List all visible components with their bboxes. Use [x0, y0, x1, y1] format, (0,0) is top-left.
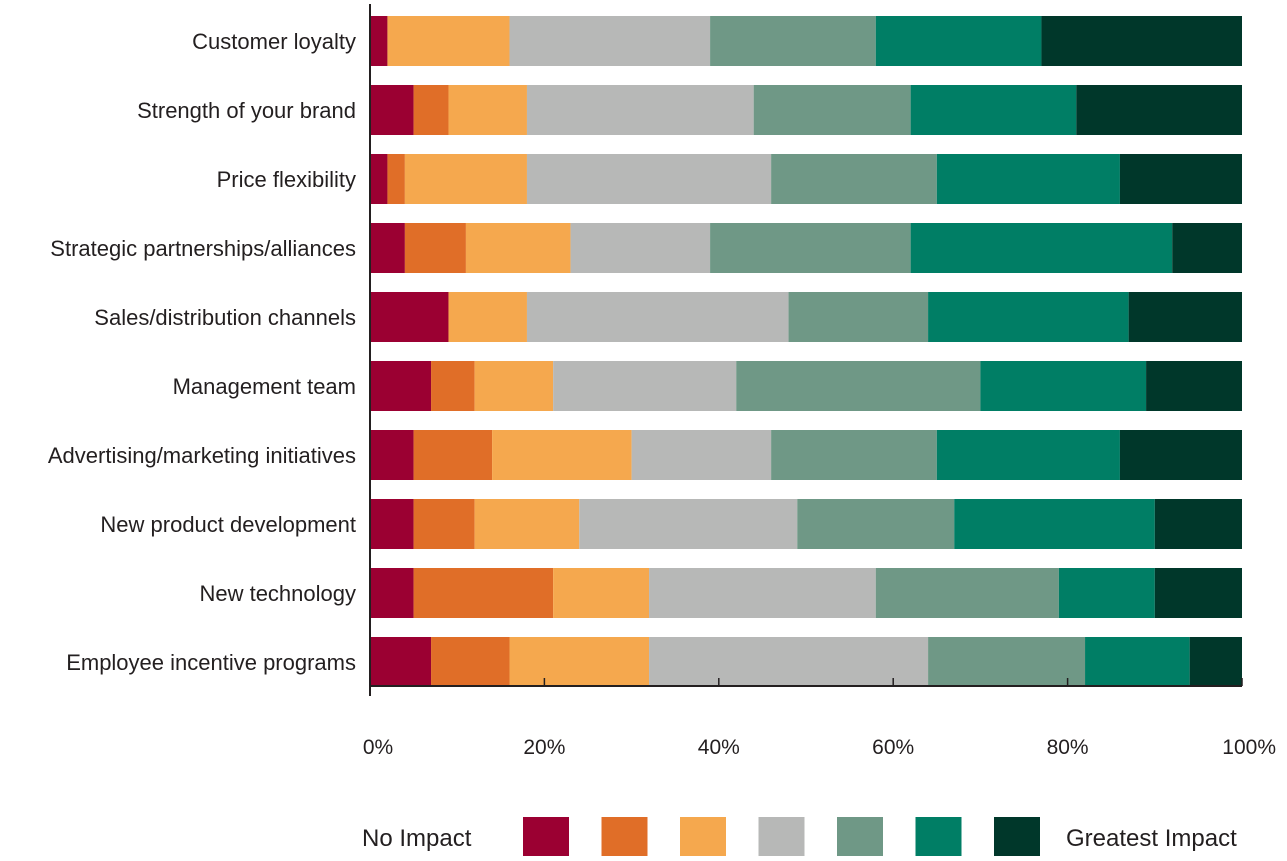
x-axis: 0% 20% 40% 60% 80% 100%: [363, 4, 1276, 759]
bar-segment-employee-incentive-programs-level-5: [928, 637, 1086, 687]
bar-segment-sales-distribution-channels-level-6: [928, 292, 1129, 342]
bars-layer: [370, 16, 1242, 687]
bar-segment-strength-of-your-brand-level-1: [370, 85, 414, 135]
bar-segment-customer-loyalty-level-1: [370, 16, 388, 66]
bar-segment-new-technology-level-5: [875, 568, 1059, 618]
category-labels: Customer loyalty Strength of your brand Pr…: [48, 29, 356, 675]
bar-segment-strength-of-your-brand-level-6: [910, 85, 1077, 135]
bar-segment-customer-loyalty-level-4: [509, 16, 711, 66]
bar-segment-price-flexibility-level-5: [771, 154, 937, 204]
bar-segment-new-technology-level-3: [553, 568, 650, 618]
bar-segment-price-flexibility-level-6: [936, 154, 1120, 204]
category-label-management-team: Management team: [173, 374, 356, 399]
x-tick-label: 100%: [1222, 736, 1276, 759]
bar-segment-advertising-marketing-initiatives-level-6: [936, 430, 1120, 480]
bar-segment-sales-distribution-channels-level-5: [788, 292, 929, 342]
legend-swatch-level-1: [523, 817, 569, 857]
bar-segment-new-product-development-level-1: [370, 499, 414, 549]
bar-segment-new-product-development-level-3: [474, 499, 580, 549]
bar-segment-new-technology-level-1: [370, 568, 414, 618]
category-label-employee-incentive-programs: Employee incentive programs: [66, 650, 356, 675]
bar-segment-price-flexibility-level-2: [387, 154, 405, 204]
bar-segment-sales-distribution-channels-level-7: [1128, 292, 1242, 342]
category-label-advertising-marketing-initiatives: Advertising/marketing initiatives: [48, 443, 356, 468]
bar-segment-strength-of-your-brand-level-4: [526, 85, 754, 135]
bar-segment-strategic-partnerships-alliances-level-1: [370, 223, 405, 273]
bar-segment-price-flexibility-level-4: [526, 154, 772, 204]
bar-segment-price-flexibility-level-7: [1119, 154, 1242, 204]
legend-swatch-level-3: [680, 817, 726, 857]
bar-segment-advertising-marketing-initiatives-level-4: [631, 430, 772, 480]
bar-segment-strategic-partnerships-alliances-level-6: [910, 223, 1173, 273]
bar-segment-price-flexibility-level-3: [404, 154, 527, 204]
bar-segment-customer-loyalty-level-7: [1041, 16, 1242, 66]
bar-segment-advertising-marketing-initiatives-level-2: [413, 430, 493, 480]
bar-segment-new-product-development-level-6: [954, 499, 1155, 549]
bar-segment-advertising-marketing-initiatives-level-3: [492, 430, 632, 480]
category-label-strength-of-your-brand: Strength of your brand: [137, 98, 356, 123]
legend-swatch-level-7: [994, 817, 1040, 857]
bar-segment-employee-incentive-programs-level-6: [1085, 637, 1190, 687]
x-tick-label: 20%: [523, 736, 565, 759]
legend-swatch-level-5: [837, 817, 883, 857]
bar-segment-strength-of-your-brand-level-5: [753, 85, 911, 135]
category-label-new-technology: New technology: [199, 581, 356, 606]
bar-segment-management-team-level-3: [474, 361, 554, 411]
x-tick-label: 0%: [363, 736, 393, 759]
category-label-strategic-partnerships-alliances: Strategic partnerships/alliances: [50, 236, 356, 261]
bar-segment-management-team-level-4: [553, 361, 737, 411]
bar-segment-employee-incentive-programs-level-1: [370, 637, 432, 687]
legend-swatch-level-2: [601, 817, 648, 857]
bar-segment-customer-loyalty-level-3: [387, 16, 510, 66]
bar-segment-strength-of-your-brand-level-7: [1076, 85, 1242, 135]
bar-segment-management-team-level-6: [980, 361, 1147, 411]
category-label-sales-distribution-channels: Sales/distribution channels: [94, 305, 356, 330]
x-tick-label: 60%: [872, 736, 914, 759]
bar-segment-management-team-level-1: [370, 361, 432, 411]
category-label-new-product-development: New product development: [100, 512, 356, 537]
bar-segment-advertising-marketing-initiatives-level-7: [1119, 430, 1242, 480]
bar-segment-sales-distribution-channels-level-3: [448, 292, 527, 342]
bar-segment-strategic-partnerships-alliances-level-2: [404, 223, 466, 273]
bar-segment-customer-loyalty-level-6: [875, 16, 1042, 66]
bar-segment-new-technology-level-6: [1058, 568, 1155, 618]
bar-segment-advertising-marketing-initiatives-level-1: [370, 430, 414, 480]
bar-segment-management-team-level-5: [736, 361, 981, 411]
legend-swatch-level-4: [758, 817, 805, 857]
bar-segment-new-product-development-level-7: [1154, 499, 1242, 549]
bar-segment-employee-incentive-programs-level-2: [431, 637, 510, 687]
bar-segment-strength-of-your-brand-level-2: [413, 85, 449, 135]
bar-segment-employee-incentive-programs-level-3: [509, 637, 650, 687]
bar-segment-price-flexibility-level-1: [370, 154, 388, 204]
bar-segment-sales-distribution-channels-level-4: [526, 292, 789, 342]
legend-swatch-level-6: [915, 817, 962, 857]
bar-segment-strategic-partnerships-alliances-level-5: [710, 223, 911, 273]
bar-segment-strategic-partnerships-alliances-level-3: [465, 223, 571, 273]
bar-segment-management-team-level-7: [1146, 361, 1242, 411]
bar-segment-employee-incentive-programs-level-7: [1189, 637, 1242, 687]
bar-segment-customer-loyalty-level-5: [710, 16, 876, 66]
bar-segment-sales-distribution-channels-level-1: [370, 292, 449, 342]
bar-segment-new-technology-level-7: [1154, 568, 1242, 618]
legend-high-label: Greatest Impact: [1066, 825, 1237, 852]
bar-segment-management-team-level-2: [431, 361, 475, 411]
bar-segment-strategic-partnerships-alliances-level-7: [1172, 223, 1242, 273]
bar-segment-new-product-development-level-4: [579, 499, 798, 549]
bar-segment-strength-of-your-brand-level-3: [448, 85, 527, 135]
legend: No Impact Greatest Impact: [362, 817, 1237, 857]
bar-segment-strategic-partnerships-alliances-level-4: [570, 223, 711, 273]
bar-segment-advertising-marketing-initiatives-level-5: [771, 430, 937, 480]
legend-low-label: No Impact: [362, 825, 472, 852]
bar-segment-employee-incentive-programs-level-4: [649, 637, 929, 687]
category-label-price-flexibility: Price flexibility: [217, 167, 356, 192]
bar-segment-new-product-development-level-2: [413, 499, 475, 549]
bar-segment-new-technology-level-2: [413, 568, 554, 618]
bar-segment-new-product-development-level-5: [797, 499, 955, 549]
bar-segment-new-technology-level-4: [649, 568, 876, 618]
category-label-customer-loyalty: Customer loyalty: [192, 29, 356, 54]
x-tick-label: 40%: [698, 736, 740, 759]
x-tick-label: 80%: [1047, 736, 1089, 759]
